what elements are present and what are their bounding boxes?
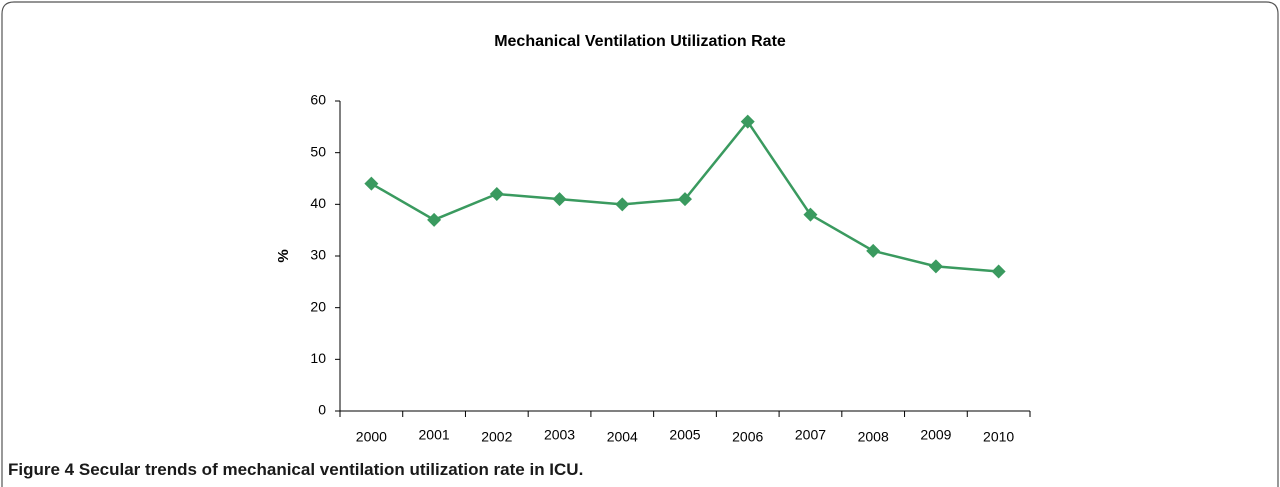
x-tick-label: 2002 (481, 429, 512, 445)
chart-title: Mechanical Ventilation Utilization Rate (494, 33, 786, 50)
marker (489, 187, 504, 201)
marker (427, 212, 442, 227)
y-tick-label: 10 (310, 350, 326, 366)
marker (552, 192, 567, 207)
y-tick-label: 20 (310, 298, 326, 314)
x-tick-label: 2001 (419, 427, 450, 443)
x-tick-label: 2003 (544, 427, 575, 443)
x-tick-label: 2005 (669, 427, 700, 443)
marker (364, 176, 379, 191)
x-tick-label: 2006 (732, 429, 763, 445)
y-axis-label: % (275, 249, 292, 262)
x-tick-label: 2009 (920, 427, 951, 443)
marker (991, 264, 1006, 279)
caption-text: Secular trends of mechanical ventilation… (78, 460, 584, 479)
caption-label: Figure 4 (8, 460, 75, 479)
x-tick-label: 2004 (607, 429, 638, 445)
marker (615, 197, 630, 212)
x-tick-label: 2010 (983, 429, 1014, 445)
caption: Figure 4 Secular trends of mechanical ve… (8, 460, 583, 480)
x-tick-label: 2008 (858, 429, 889, 445)
marker (678, 192, 692, 207)
x-tick-label: 2000 (356, 429, 387, 445)
marker (740, 114, 755, 129)
y-tick-label: 40 (310, 195, 326, 211)
y-tick-label: 0 (318, 402, 326, 418)
y-tick-label: 60 (310, 92, 326, 108)
y-tick-label: 50 (310, 143, 326, 159)
y-tick-label: 30 (310, 247, 326, 263)
marker (803, 207, 818, 222)
marker (866, 243, 881, 258)
x-tick-label: 2007 (795, 427, 826, 443)
marker (928, 259, 943, 274)
